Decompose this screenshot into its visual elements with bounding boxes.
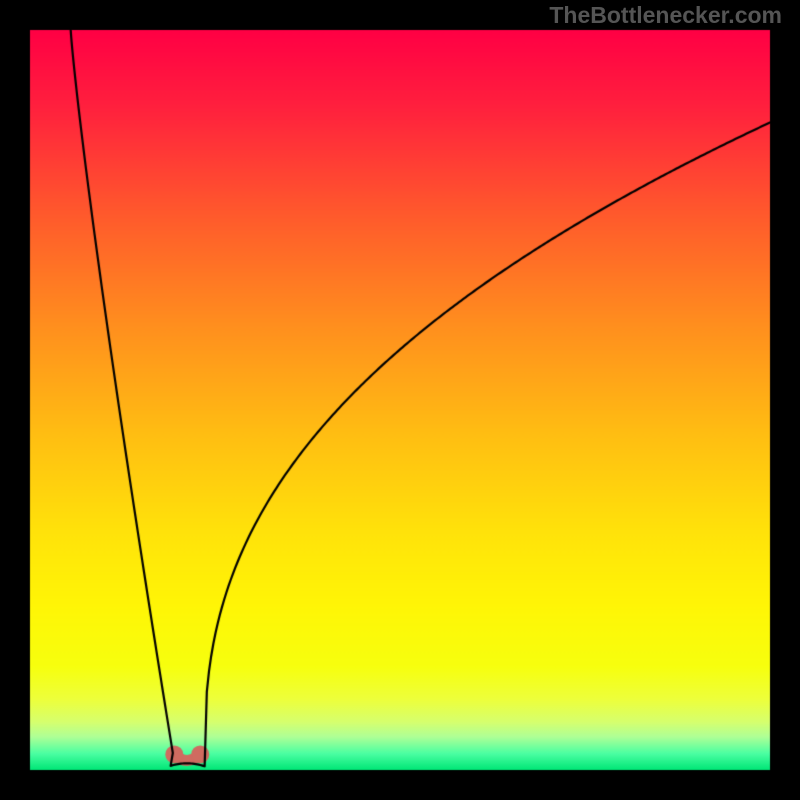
bottleneck-v-curve <box>0 0 800 800</box>
watermark-label: TheBottlenecker.com <box>549 2 782 29</box>
figure-root: TheBottlenecker.com <box>0 0 800 800</box>
